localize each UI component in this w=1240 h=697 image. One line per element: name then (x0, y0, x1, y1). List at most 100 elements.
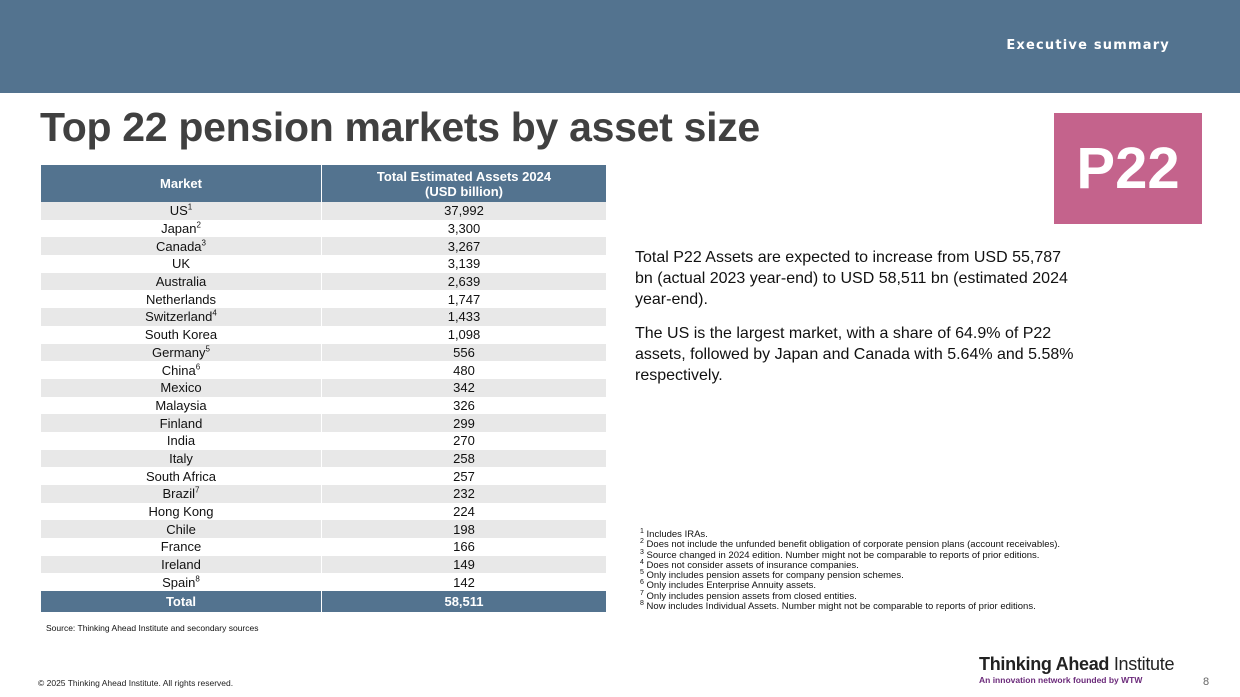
table-row: China6 480 (41, 361, 606, 379)
page-number: 8 (1203, 676, 1210, 688)
copyright: © 2025 Thinking Ahead Institute. All rig… (38, 678, 234, 688)
total-label: Total (41, 591, 322, 613)
market-name: Ireland (161, 557, 201, 573)
market-cell: Australia (41, 272, 322, 291)
footnote-number: 5 (640, 569, 644, 577)
footnote-number: 7 (640, 589, 644, 597)
header-bar: Executive summary (0, 0, 1240, 93)
market-cell: Italy (41, 449, 322, 468)
assets-cell: 1,098 (321, 325, 606, 344)
assets-cell: 232 (321, 485, 606, 503)
footnote-item: 6 Only includes Enterprise Annuity asset… (640, 579, 1120, 591)
footnote-marker: 7 (195, 486, 200, 496)
brand-name-light: Institute (1113, 654, 1175, 674)
table-row: Australia 2,639 (41, 272, 606, 291)
section-label: Executive summary (1006, 38, 1170, 53)
table-row: Brazil7 232 (41, 485, 606, 503)
assets-cell: 166 (321, 538, 606, 556)
footnote-item: 1 Includes IRAs. (640, 527, 1120, 540)
market-cell: South Africa (41, 467, 322, 485)
market-name: Australia (155, 274, 207, 290)
assets-cell: 556 (321, 343, 606, 362)
page-title: Top 22 pension markets by asset size (40, 104, 760, 150)
pension-markets-table: Market Total Estimated Assets 2024 (USD … (41, 165, 606, 613)
assets-cell: 3,267 (321, 237, 606, 256)
summary-paragraph: The US is the largest market, with a sha… (635, 325, 1074, 384)
assets-cell: 3,139 (321, 255, 606, 273)
market-name: Chile (166, 521, 196, 537)
brand-name-bold: Thinking Ahead (979, 654, 1110, 674)
assets-cell: 270 (321, 431, 606, 450)
market-cell: Hong Kong (41, 502, 322, 521)
footnote-text: Only includes pension assets for company… (646, 570, 904, 582)
table-row: Hong Kong 224 (41, 502, 606, 521)
footnote-item: 2 Does not include the unfunded benefit … (640, 538, 1120, 550)
table-row: France 166 (41, 538, 606, 556)
market-name: Japan (161, 221, 197, 237)
assets-cell: 2,639 (321, 272, 606, 291)
market-cell: France (41, 538, 322, 556)
footnote-marker: 2 (196, 220, 201, 230)
assets-cell: 258 (321, 449, 606, 468)
column-header-assets: Total Estimated Assets 2024 (USD billion… (321, 165, 606, 202)
table-row: Malaysia 326 (41, 396, 606, 415)
market-cell: India (41, 431, 322, 450)
assets-cell: 1,433 (321, 308, 606, 326)
market-cell: Spain8 (41, 573, 322, 592)
column-header-market: Market (41, 165, 322, 202)
table-row: Spain8 142 (41, 573, 606, 592)
market-name: UK (171, 256, 191, 272)
brand-logo: Thinking Ahead Institute (979, 654, 1174, 675)
market-name: France (160, 539, 202, 555)
market-cell: UK (41, 255, 322, 273)
summary-paragraph: Total P22 Assets are expected to increas… (635, 249, 1068, 308)
table-row: Netherlands 1,747 (41, 290, 606, 309)
table-row: Finland 299 (41, 414, 606, 432)
market-name: China (161, 362, 196, 378)
footnote-number: 1 (640, 527, 644, 535)
market-cell: Brazil7 (41, 485, 322, 503)
footnote-marker: 1 (187, 203, 193, 213)
footnote-marker: 3 (201, 238, 206, 248)
market-cell: US1 (41, 202, 322, 220)
footnote-item: 4 Does not consider assets of insurance … (640, 559, 1120, 571)
assets-cell: 149 (321, 555, 606, 574)
table-row: Italy 258 (41, 449, 606, 468)
market-name: Malaysia (155, 397, 207, 413)
assets-cell: 257 (321, 467, 606, 485)
footnote-number: 3 (640, 548, 644, 556)
market-cell: South Korea (41, 325, 322, 344)
brand-tagline: An innovation network founded by WTW (979, 675, 1143, 685)
market-name: Hong Kong (148, 504, 214, 520)
table-row: Chile 198 (41, 520, 606, 539)
column-header-assets-line2: (USD billion) (425, 183, 503, 199)
table-header-row: Market Total Estimated Assets 2024 (USD … (41, 165, 606, 202)
assets-cell: 37,992 (321, 202, 606, 220)
footnote-number: 6 (640, 579, 644, 587)
market-cell: Canada3 (41, 237, 322, 256)
table-row: South Africa 257 (41, 467, 606, 485)
summary-text: Total P22 Assets are expected to increas… (635, 247, 1075, 399)
footnotes: 1 Includes IRAs. 2 Does not include the u… (640, 527, 1120, 612)
market-name: India (166, 433, 196, 449)
footnote-item: 7 Only includes pension assets from clos… (640, 589, 1120, 602)
assets-cell: 3,300 (321, 219, 606, 238)
market-cell: Ireland (41, 555, 322, 574)
market-name: Spain (162, 574, 196, 590)
assets-cell: 299 (321, 414, 606, 432)
market-cell: Japan2 (41, 219, 322, 238)
p22-badge: P22 (1054, 113, 1202, 224)
column-header-assets-line1: Total Estimated Assets 2024 (376, 168, 552, 184)
total-value: 58,511 (321, 591, 606, 613)
footnote-text: Only includes pension assets from closed… (646, 590, 857, 602)
source-note: Source: Thinking Ahead Institute and sec… (46, 623, 259, 633)
footnote-number: 8 (640, 599, 644, 607)
table-total-row: Total 58,511 (41, 591, 606, 613)
footnote-text: Source changed in 2024 edition. Number m… (646, 549, 1040, 561)
assets-cell: 342 (321, 378, 606, 397)
table-row: UK 3,139 (41, 255, 606, 273)
footnote-item: 3 Source changed in 2024 edition. Number… (640, 548, 1120, 561)
table-row: Switzerland4 1,433 (41, 308, 606, 326)
table-row: Germany5 556 (41, 343, 606, 362)
market-name: Switzerland (145, 309, 213, 325)
